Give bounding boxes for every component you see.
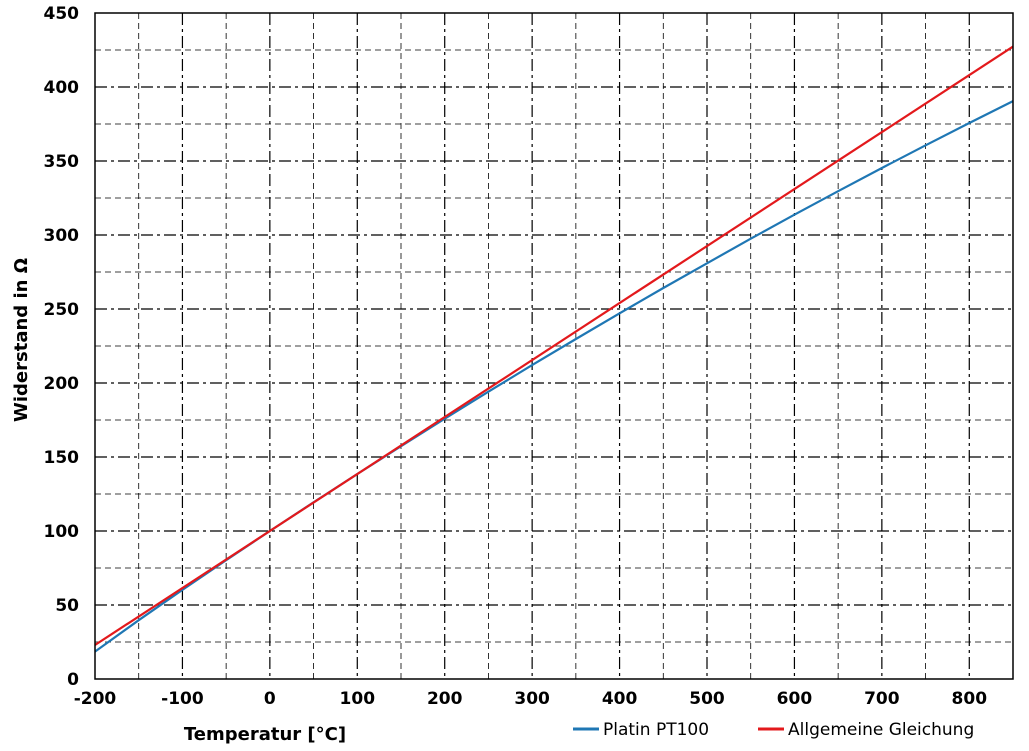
x-tick-label: 300 bbox=[514, 689, 550, 709]
y-tick-label: 150 bbox=[44, 448, 80, 468]
y-tick-label: 300 bbox=[44, 226, 80, 246]
x-tick-label: 600 bbox=[777, 689, 813, 709]
y-tick-labels: 0 50 100 150 200 250 300 350 400 450 bbox=[44, 4, 80, 690]
x-tick-label: 200 bbox=[427, 689, 463, 709]
legend-label: Platin PT100 bbox=[603, 720, 709, 740]
x-tick-label: 800 bbox=[952, 689, 988, 709]
x-tick-label: 100 bbox=[340, 689, 376, 709]
legend-label: Allgemeine Gleichung bbox=[788, 720, 974, 740]
y-tick-label: 200 bbox=[44, 374, 80, 394]
y-tick-label: 400 bbox=[44, 78, 80, 98]
x-tick-label: -100 bbox=[161, 689, 204, 709]
x-axis-title: Temperatur [°C] bbox=[184, 724, 346, 745]
grid-lines bbox=[95, 13, 1013, 679]
y-axis-title: Widerstand in Ω bbox=[11, 258, 32, 422]
x-tick-label: 700 bbox=[864, 689, 900, 709]
y-tick-label: 450 bbox=[44, 4, 80, 24]
x-tick-label: 400 bbox=[602, 689, 638, 709]
series-line-allgemeine-gleichung bbox=[94, 45, 1014, 646]
x-tick-label: 500 bbox=[689, 689, 725, 709]
y-tick-label: 100 bbox=[44, 522, 80, 542]
legend: Platin PT100 Allgemeine Gleichung bbox=[573, 720, 974, 740]
x-tick-label: -200 bbox=[74, 689, 117, 709]
plot-frame bbox=[94, 12, 1014, 680]
series-lines bbox=[94, 45, 1014, 653]
series-line-platin-pt100 bbox=[94, 100, 1014, 653]
y-tick-label: 250 bbox=[44, 300, 80, 320]
y-tick-label: 350 bbox=[44, 152, 80, 172]
y-tick-label: 0 bbox=[67, 670, 79, 690]
x-tick-label: 0 bbox=[264, 689, 276, 709]
x-tick-labels: -200 -100 0 100 200 300 400 500 600 700 800 bbox=[74, 689, 987, 709]
y-tick-label: 50 bbox=[55, 596, 79, 616]
